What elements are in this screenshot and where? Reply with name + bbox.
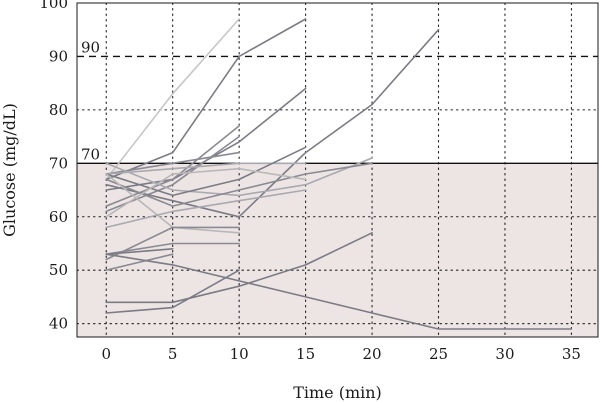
x-tick-labels: 0 5 10 15 20 25 30 35 <box>101 345 580 363</box>
series-line-16 <box>105 242 240 255</box>
series-line-10 <box>105 162 373 207</box>
series-line-19 <box>105 253 573 330</box>
grid-lines <box>76 2 599 338</box>
y-tick-labels: 40 50 60 70 80 90 100 <box>39 0 68 333</box>
y-axis-title: Glucose (mg/dL) <box>0 103 19 237</box>
reference-label-70: 70 <box>81 145 100 163</box>
y-tick-label: 50 <box>49 261 68 279</box>
y-tick-label: 70 <box>49 154 68 172</box>
series-line-15 <box>105 226 240 261</box>
x-tick-label: 0 <box>101 345 111 363</box>
y-tick-label: 40 <box>49 315 68 333</box>
x-axis-title: Time (min) <box>293 383 382 402</box>
x-tick-label: 35 <box>562 345 581 363</box>
series-line-6 <box>105 28 440 218</box>
series-line-4 <box>105 125 240 207</box>
series-line-18 <box>105 253 174 271</box>
series-line-9 <box>105 157 373 197</box>
series-line-1 <box>105 18 240 181</box>
series-lines <box>105 18 573 330</box>
y-tick-label: 90 <box>49 47 68 65</box>
series-line-13 <box>105 167 307 218</box>
series-line-17 <box>105 248 174 255</box>
x-tick-label: 25 <box>429 345 448 363</box>
y-tick-label: 80 <box>49 101 68 119</box>
series-line-14 <box>105 189 307 229</box>
x-tick-label: 15 <box>296 345 315 363</box>
series-line-7 <box>105 151 240 175</box>
y-tick-label: 60 <box>49 208 68 226</box>
series-line-21 <box>105 269 240 314</box>
reference-lines: 90 70 <box>77 38 598 165</box>
x-tick-label: 20 <box>363 345 382 363</box>
x-tick-label: 5 <box>168 345 178 363</box>
plot-frame <box>76 2 599 338</box>
series-line-2 <box>105 18 307 181</box>
x-tick-label: 10 <box>230 345 249 363</box>
y-tick-label: 100 <box>39 0 68 12</box>
series-line-11 <box>105 146 307 197</box>
series-line-20 <box>105 232 373 304</box>
reference-label-90: 90 <box>81 38 100 56</box>
x-tick-label: 30 <box>495 345 514 363</box>
